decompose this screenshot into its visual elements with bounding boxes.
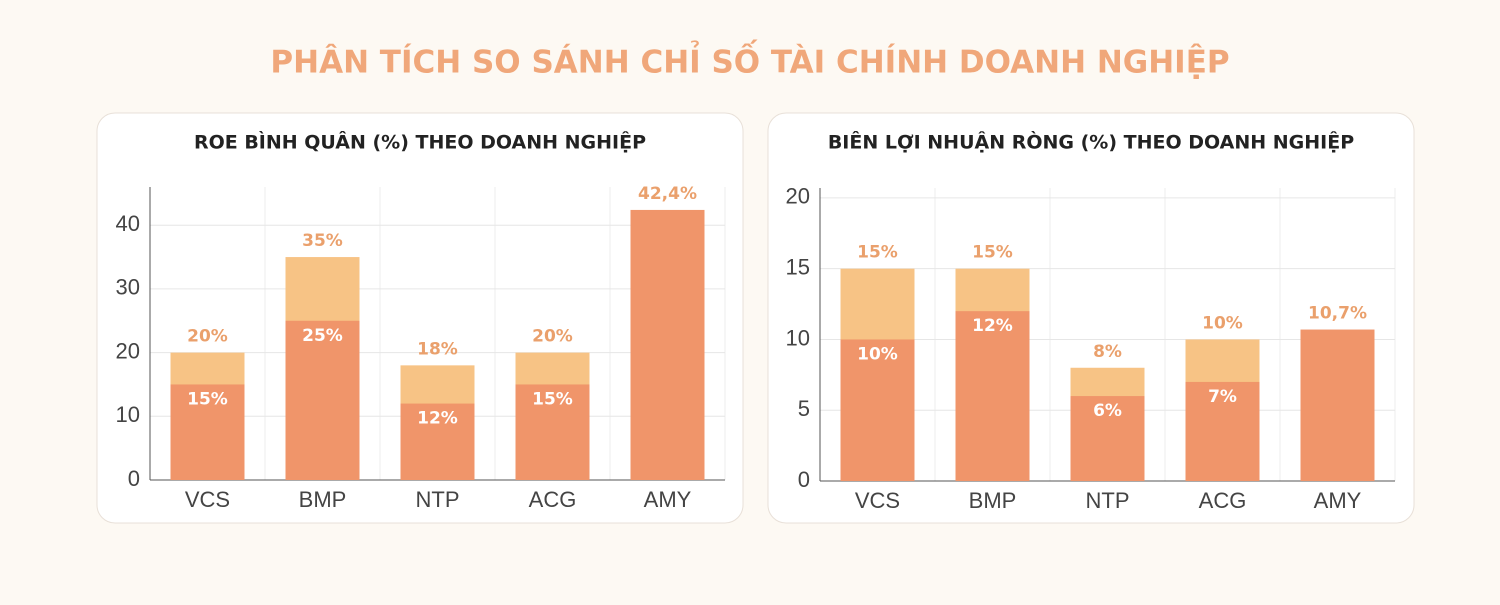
x-tick-label: ACG [529, 487, 577, 512]
bar [1185, 381, 1260, 481]
bar [1300, 329, 1375, 481]
x-tick-label: NTP [416, 487, 460, 512]
x-tick-label: BMP [969, 488, 1017, 513]
value-label: 18% [417, 339, 458, 359]
value-label: 20% [187, 327, 228, 347]
value-label: 35% [302, 231, 343, 251]
bar [400, 403, 475, 480]
y-tick-label: 30 [116, 275, 140, 300]
value-label: 15% [972, 243, 1013, 263]
y-tick-label: 20 [786, 184, 810, 209]
bar [840, 339, 915, 481]
bar [170, 384, 245, 480]
value-label: 20% [532, 327, 573, 347]
y-tick-label: 20 [116, 338, 140, 363]
bar [515, 384, 590, 480]
value-label: 15% [187, 389, 228, 409]
value-label: 15% [532, 389, 573, 409]
value-label: 15% [857, 243, 898, 263]
value-label: 7% [1208, 387, 1237, 407]
bar [285, 320, 360, 480]
bar [955, 311, 1030, 481]
value-label: 12% [972, 316, 1013, 336]
y-tick-label: 10 [786, 325, 810, 350]
x-tick-label: VCS [185, 487, 230, 512]
value-label: 42,4% [638, 184, 697, 204]
y-tick-label: 0 [128, 466, 140, 491]
value-label: 12% [417, 409, 458, 429]
chart-title: BIÊN LỢI NHUẬN RÒNG (%) THEO DOANH NGHIỆ… [828, 130, 1354, 154]
y-tick-label: 5 [798, 396, 810, 421]
x-tick-label: AMY [644, 487, 692, 512]
value-label: 8% [1093, 342, 1122, 362]
value-label: 10,7% [1308, 304, 1367, 324]
value-label: 10% [1202, 313, 1243, 333]
x-tick-label: ACG [1199, 488, 1247, 513]
x-tick-label: NTP [1086, 488, 1130, 513]
x-tick-label: BMP [299, 487, 347, 512]
value-label: 6% [1093, 401, 1122, 421]
value-label: 10% [857, 344, 898, 364]
bar [1070, 396, 1145, 481]
y-tick-label: 10 [116, 402, 140, 427]
x-tick-label: AMY [1314, 488, 1362, 513]
chart-title: ROE BÌNH QUÂN (%) THEO DOANH NGHIỆP [194, 130, 646, 154]
y-tick-label: 15 [786, 254, 810, 279]
y-tick-label: 0 [798, 467, 810, 492]
page-title: PHÂN TÍCH SO SÁNH CHỈ SỐ TÀI CHÍNH DOANH… [270, 40, 1229, 81]
value-label: 25% [302, 326, 343, 346]
y-tick-label: 40 [116, 211, 140, 236]
x-tick-label: VCS [855, 488, 900, 513]
bar [630, 209, 705, 481]
